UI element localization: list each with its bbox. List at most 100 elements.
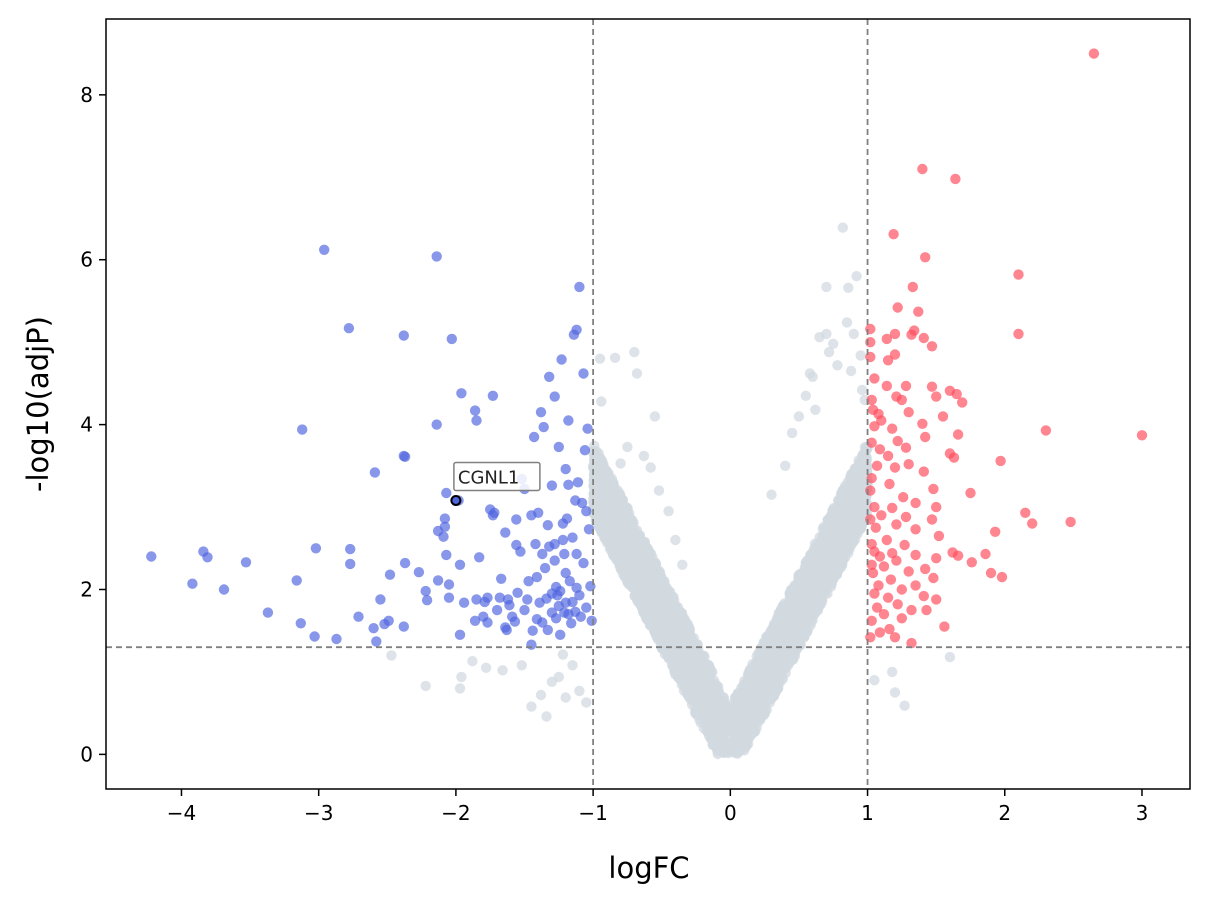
down-point	[368, 623, 379, 634]
up-point	[906, 637, 917, 649]
ns-point	[615, 515, 626, 526]
up-point	[870, 522, 881, 533]
up-point	[918, 332, 929, 344]
up-point	[918, 466, 929, 477]
down-point	[438, 531, 449, 542]
ns-point	[656, 590, 667, 601]
down-point	[571, 548, 582, 560]
down-point	[398, 330, 409, 341]
ns_outliers-point	[823, 346, 835, 358]
threshold-lines	[106, 19, 1190, 789]
ns-point	[827, 541, 838, 552]
ns-point	[657, 626, 668, 638]
ns-point	[732, 717, 743, 728]
down-point	[458, 597, 470, 608]
ns-point	[662, 599, 673, 611]
ns-point	[707, 739, 718, 750]
down-point	[471, 415, 482, 426]
ns-point	[703, 660, 715, 671]
ns-point	[856, 500, 868, 511]
ns-point	[840, 545, 851, 556]
ns_outliers-point	[454, 683, 466, 694]
ns-point	[728, 746, 740, 757]
down-point	[549, 538, 560, 550]
up-point	[881, 534, 892, 546]
ns_outliers-point	[456, 671, 467, 683]
down-point	[496, 573, 507, 584]
down-point	[489, 507, 500, 518]
up-point	[985, 567, 997, 579]
up-point	[931, 553, 942, 564]
ns-point	[622, 538, 633, 549]
up-point	[874, 444, 886, 455]
annotation-box	[453, 461, 541, 492]
down-point	[583, 524, 595, 535]
down-point	[567, 596, 578, 608]
up-point	[866, 473, 877, 484]
ns_outliers-point	[855, 350, 866, 361]
up-point	[910, 524, 921, 535]
down-point	[443, 592, 455, 603]
ns_outliers-point	[594, 353, 606, 364]
down-point	[546, 588, 558, 599]
ns-point	[649, 566, 660, 578]
down-point	[531, 571, 543, 583]
down-point	[509, 616, 521, 627]
ns_outliers-point	[944, 651, 956, 663]
ns-point	[672, 655, 683, 666]
up-point	[882, 355, 894, 366]
ns-point	[720, 746, 732, 757]
ns_outliers-point	[567, 660, 578, 671]
ns-point	[854, 524, 865, 535]
ns-point	[742, 731, 754, 742]
down-point	[345, 543, 356, 555]
down-point	[550, 613, 562, 624]
ns_outliers-point	[856, 384, 868, 396]
ns_outliers-point	[786, 427, 798, 439]
down-point	[202, 552, 213, 563]
ns_outliers-point	[848, 328, 859, 340]
down-point	[560, 463, 571, 475]
ns_outliers-point	[832, 360, 843, 371]
ns-point	[823, 520, 834, 531]
ns-point	[594, 452, 606, 464]
down-point	[527, 625, 538, 636]
up-point	[1040, 425, 1052, 436]
up-point	[910, 549, 921, 561]
down-point	[487, 390, 499, 401]
x-tick-label: −3	[304, 801, 333, 825]
up-point	[1013, 269, 1024, 280]
ns-point	[639, 548, 650, 559]
ns_outliers-point	[535, 689, 547, 701]
ns_outliers-point	[810, 404, 821, 415]
down-point	[581, 506, 592, 517]
down-point	[559, 548, 570, 560]
up-point	[869, 421, 880, 432]
ns-point	[739, 679, 750, 691]
ns-point	[701, 725, 713, 737]
ns-point	[598, 463, 609, 474]
up-point	[866, 437, 877, 448]
up-point	[957, 397, 968, 408]
down-point	[537, 617, 548, 628]
x-tick-label: −1	[578, 801, 607, 825]
up-point	[1020, 507, 1031, 518]
ns-point	[755, 677, 766, 689]
ns-point	[811, 590, 822, 602]
ns-point	[683, 688, 694, 699]
up-point	[866, 615, 877, 626]
down-point	[309, 631, 320, 642]
down-point	[585, 581, 596, 592]
down-point	[581, 602, 592, 613]
down-point	[482, 592, 493, 603]
ns-point	[704, 710, 716, 722]
up-point	[931, 391, 942, 402]
up-point	[882, 450, 894, 462]
up-point	[921, 604, 932, 616]
up-point	[889, 462, 901, 473]
down-point	[399, 557, 411, 569]
up-point	[910, 497, 921, 509]
up-point	[990, 526, 1001, 537]
ns_outliers-point	[843, 282, 854, 293]
down-point	[413, 567, 425, 578]
